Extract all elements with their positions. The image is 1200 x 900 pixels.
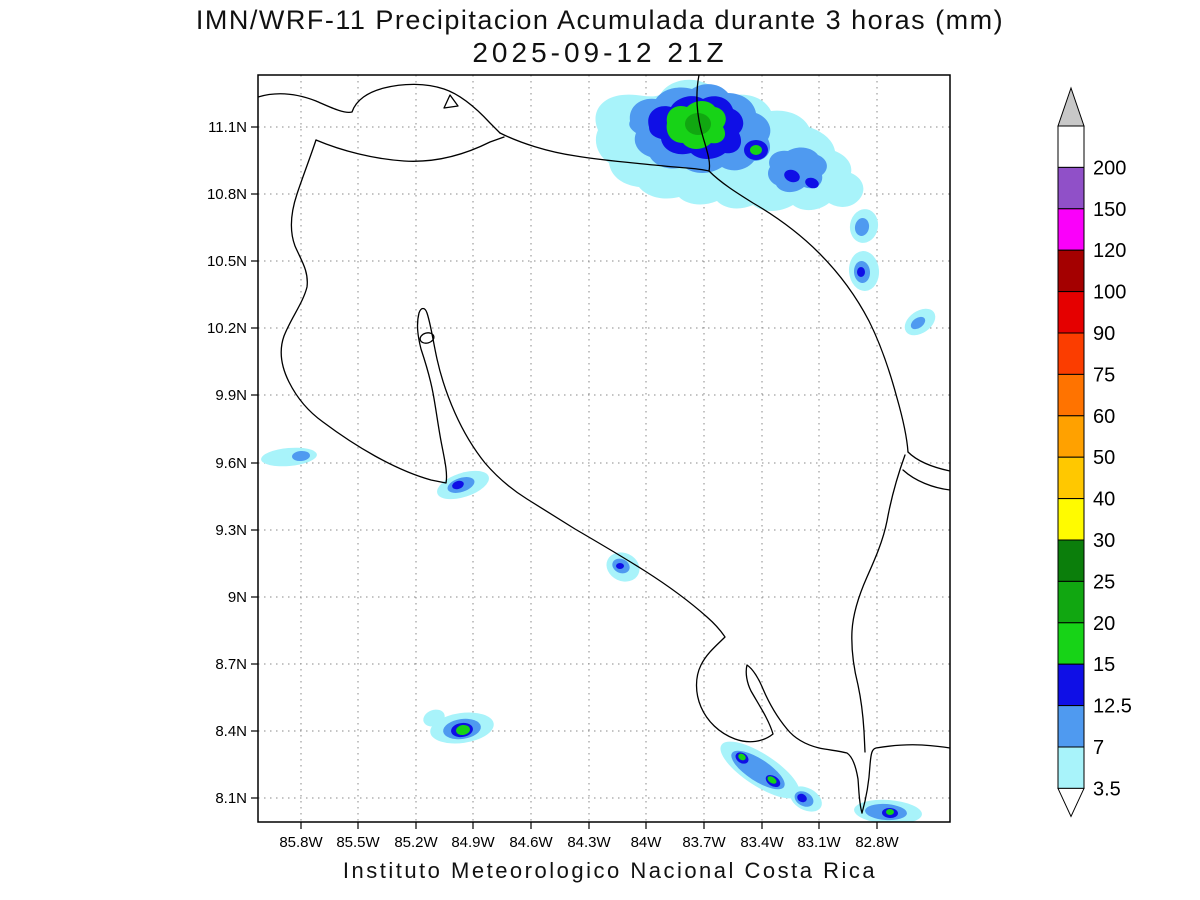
colorbar-segment — [1057, 166, 1085, 210]
colorbar-segment — [1057, 373, 1085, 417]
colorbar-segment — [1057, 580, 1085, 624]
cr-panama-border — [851, 454, 906, 753]
precip-area-3.5mm — [423, 709, 445, 727]
lat-tick-label: 8.4N — [215, 723, 247, 740]
colorbar-segment — [1057, 705, 1085, 748]
colorbar-segment — [1057, 456, 1085, 500]
colorbar-label: 25 — [1093, 571, 1115, 593]
colorbar-label: 20 — [1093, 613, 1115, 635]
lake-island — [443, 94, 459, 109]
nicaragua-caribbean-coast — [696, 75, 711, 172]
colorbar-arrow-top — [1057, 86, 1085, 127]
lat-tick-label: 9.3N — [215, 522, 247, 539]
lon-tick-label: 84.6W — [509, 834, 553, 851]
precip-area-15mm — [767, 776, 777, 784]
colorbar: 200 150 120 100 90 75 60 50 40 30 25 20 15 12.5 7 3.5 — [1057, 86, 1132, 818]
precip-area-20mm — [685, 113, 711, 135]
colorbar-segment — [1057, 332, 1085, 375]
precip-area-12.5mm — [797, 793, 807, 803]
colorbar-arrow-bottom — [1057, 787, 1085, 818]
coastlines — [258, 75, 950, 814]
colorbar-label: 90 — [1093, 323, 1115, 345]
colorbar-segment — [1057, 539, 1085, 582]
cr-caribbean-coast — [708, 170, 909, 453]
colorbar-segment — [1057, 498, 1085, 541]
axis-labels: 11.1N 10.8N 10.5N 10.2N 9.9N 9.6N 9.3N 9N 8.7N 8.… — [207, 119, 900, 851]
lon-tick-label: 83.4W — [740, 834, 784, 851]
precip-area-12.5mm — [616, 563, 624, 569]
lat-tick-label: 9N — [228, 589, 247, 606]
lon-tick-label: 82.8W — [855, 834, 899, 851]
lon-tick-label: 84.9W — [451, 834, 495, 851]
colorbar-label: 60 — [1093, 406, 1115, 428]
colorbar-segment — [1057, 415, 1085, 458]
precip-area-7mm — [910, 316, 926, 330]
lat-tick-label: 10.2N — [207, 320, 247, 337]
colorbar-label: 100 — [1093, 282, 1126, 304]
nicaragua-border-west — [315, 136, 505, 162]
colorbar-segment — [1057, 746, 1085, 789]
colorbar-label: 12.5 — [1093, 696, 1132, 718]
colorbar-segment — [1057, 249, 1085, 293]
chart-title-line1: IMN/WRF-11 Precipitacion Acumulada duran… — [195, 5, 1005, 35]
lon-tick-label: 85.8W — [279, 834, 323, 851]
gulf-island — [419, 332, 435, 344]
footer-caption: Instituto Meteorologico Nacional Costa R… — [342, 858, 878, 883]
precip-area-7mm — [292, 450, 310, 462]
panama-caribbean-coast — [907, 451, 950, 472]
map-frame — [257, 74, 951, 823]
colorbar-label: 15 — [1093, 654, 1115, 676]
precip-area-12.5mm — [857, 267, 865, 277]
panama-lagoon-shore — [902, 469, 950, 491]
precipitation-shading — [261, 79, 936, 822]
lat-tick-label: 9.6N — [215, 455, 247, 472]
lon-tick-label: 83.1W — [797, 834, 841, 851]
precip-area-12.5mm — [452, 480, 464, 490]
colorbar-label: 30 — [1093, 530, 1115, 552]
chart-title-line2: 2025-09-12 21Z — [472, 37, 728, 68]
rio-san-juan — [499, 132, 710, 172]
colorbar-label: 3.5 — [1093, 778, 1121, 800]
colorbar-segment — [1057, 622, 1085, 665]
colorbar-segment — [1057, 125, 1085, 168]
precip-area-7mm — [854, 218, 870, 236]
lat-tick-label: 8.7N — [215, 656, 247, 673]
lake-nicaragua-shore — [258, 83, 501, 134]
precip-area-15mm — [738, 753, 746, 761]
lat-tick-label: 10.5N — [207, 253, 247, 270]
colorbar-segment — [1057, 208, 1085, 251]
punta-burica-east-panama-pacific-coast — [861, 744, 950, 814]
colorbar-segment — [1057, 663, 1085, 707]
lon-tick-label: 83.7W — [682, 834, 726, 851]
lon-tick-label: 84.3W — [567, 834, 611, 851]
colorbar-segment — [1057, 291, 1085, 334]
colorbar-label: 50 — [1093, 447, 1115, 469]
colorbar-label: 200 — [1093, 157, 1126, 179]
precip-area-15mm — [456, 724, 470, 736]
colorbar-label: 40 — [1093, 489, 1115, 511]
colorbar-label: 7 — [1093, 737, 1104, 759]
lat-tick-label: 9.9N — [215, 387, 247, 404]
precip-area-12.5mm — [784, 169, 800, 183]
colorbar-label: 75 — [1093, 364, 1115, 386]
lat-tick-label: 10.8N — [207, 186, 247, 203]
colorbar-label: 120 — [1093, 240, 1126, 262]
colorbar-label: 150 — [1093, 199, 1126, 221]
lon-tick-label: 84W — [631, 834, 663, 851]
lon-tick-label: 85.2W — [394, 834, 438, 851]
lat-tick-label: 11.1N — [208, 119, 247, 136]
precip-area-12.5mm — [805, 177, 819, 189]
pacific-coast — [280, 139, 863, 814]
lat-tick-label: 8.1N — [215, 790, 247, 807]
precip-area-15mm — [886, 809, 894, 815]
lon-tick-label: 85.5W — [336, 834, 380, 851]
precip-area-15mm — [750, 145, 762, 155]
